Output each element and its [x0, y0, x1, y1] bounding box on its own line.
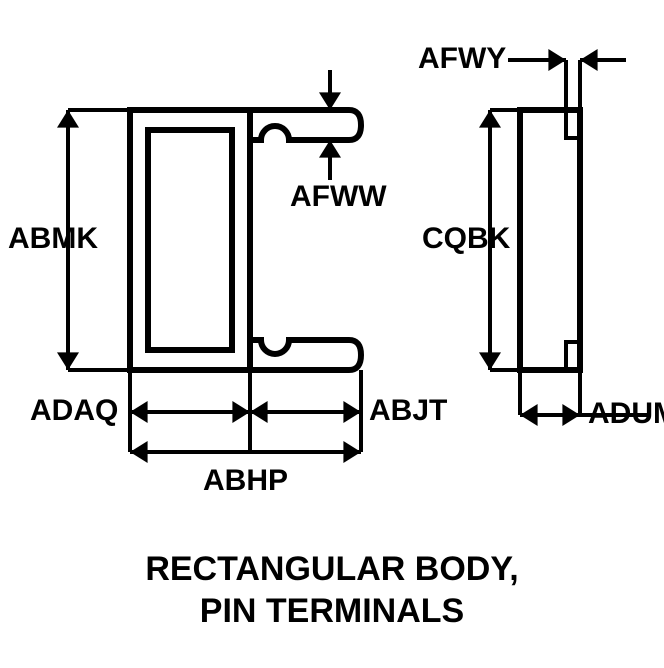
label-adaq: ADAQ [30, 394, 118, 427]
label-abmk: ABMK [8, 222, 98, 255]
label-afww: AFWW [290, 180, 387, 213]
label-cqbk: CQBK [422, 222, 511, 255]
diagram-container: ABMK AFWW AFWY CQBK ADUM ADAQ ABJT ABHP RECTANG… [0, 0, 664, 668]
label-adum: ADUM [588, 397, 664, 430]
title-line-1: RECTANGULAR BODY, [0, 550, 664, 589]
label-afwy: AFWY [418, 42, 506, 75]
title-line-2: PIN TERMINALS [0, 592, 664, 631]
label-abhp: ABHP [203, 464, 288, 497]
label-abjt: ABJT [369, 394, 447, 427]
